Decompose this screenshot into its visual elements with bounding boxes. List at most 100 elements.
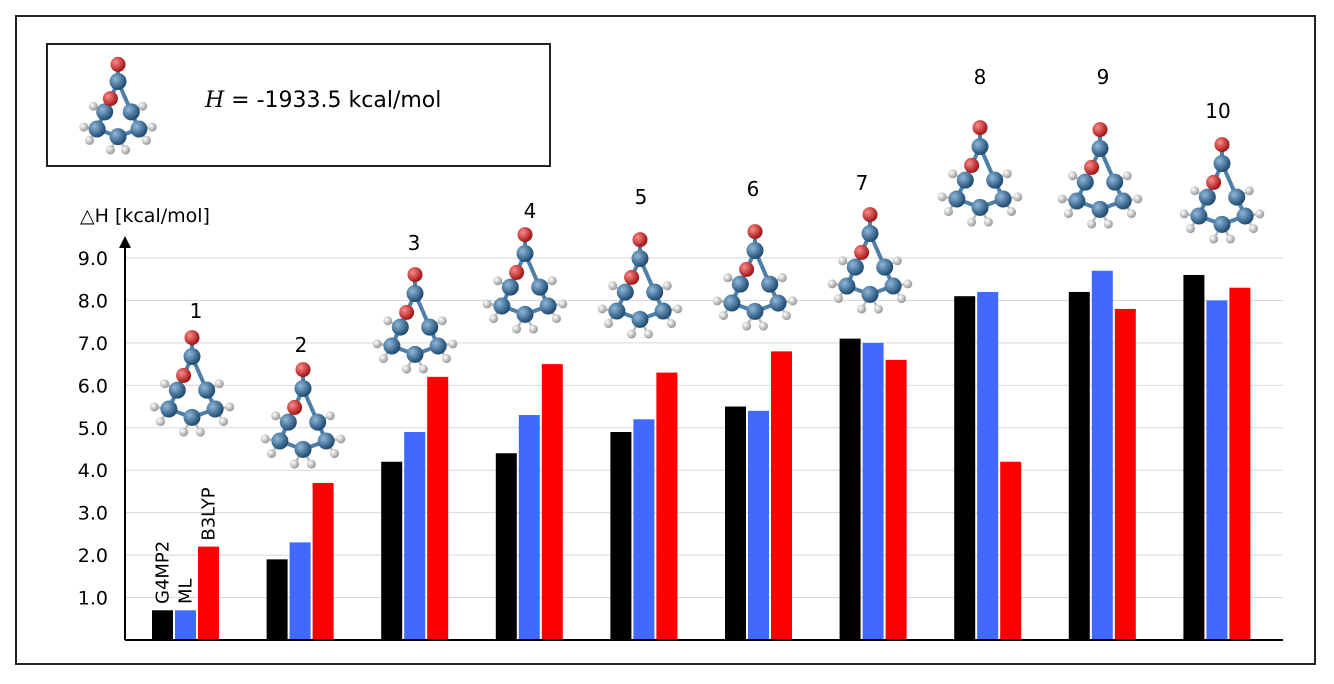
bar-g4mp2-7 [840,339,861,640]
oxygen-atom [296,362,311,377]
bar-g4mp2-4 [496,453,517,640]
carbon-atom [1214,216,1231,233]
oxygen-atom [287,400,302,415]
hydrogen-atom [608,281,617,290]
carbon-atom [130,121,147,138]
carbon-atom [972,199,989,216]
hydrogen-atom [1226,235,1235,244]
hydrogen-atom [379,354,388,363]
series-label-b3lyp: B3LYP [199,487,220,540]
carbon-atom [723,295,740,312]
hydrogen-atom [667,319,676,328]
hydrogen-atom [215,379,224,388]
molecule-label-1: 1 [190,299,203,323]
carbon-atom [732,276,749,293]
y-axis-title: △H [kcal/mol] [80,205,210,227]
molecule-structure [1058,122,1143,229]
molecule-label-7: 7 [856,171,869,195]
hydrogen-atom [106,145,115,154]
carbon-atom [608,303,625,320]
carbon-atom [632,311,649,328]
bar-g4mp2-6 [725,407,746,640]
carbon-atom [957,172,974,189]
carbon-atom [1237,208,1254,225]
bar-b3lyp-8 [1000,462,1021,640]
oxygen-atom [1206,175,1221,190]
carbon-atom [747,242,764,259]
hydrogen-atom [419,365,428,374]
hydrogen-atom [938,192,947,201]
y-tick-label: 4.0 [78,460,108,482]
carbon-atom [655,303,672,320]
carbon-atom [972,138,989,155]
bar-b3lyp-3 [427,377,448,640]
molecule-label-3: 3 [408,231,421,255]
hydrogen-atom [893,256,902,265]
carbon-atom [540,298,557,315]
hydrogen-atom [1064,209,1073,218]
y-tick-label: 9.0 [78,248,108,270]
bar-b3lyp-7 [886,360,907,640]
hydrogen-atom [1123,171,1132,180]
hydrogen-atom [156,417,165,426]
carbon-atom [1115,193,1132,210]
hydrogen-atom [271,411,280,420]
hydrogen-atom [438,316,447,325]
series-label-g4mp2: G4MP2 [153,541,174,604]
hydrogen-atom [330,449,339,458]
hydrogen-atom [1245,186,1254,195]
carbon-atom [383,338,400,355]
bar-g4mp2-2 [267,559,288,640]
carbon-atom [1214,155,1231,172]
carbon-atom [160,401,177,418]
bar-ml-9 [1092,271,1113,640]
carbon-atom [761,276,778,293]
carbon-atom [1199,189,1216,206]
bar-b3lyp-1 [198,547,219,640]
hydrogen-atom [196,428,205,437]
hydrogen-atom [782,311,791,320]
y-tick-label: 1.0 [78,588,108,610]
oxygen-atom [518,227,533,242]
carbon-atom [995,191,1012,208]
hydrogen-atom [548,276,557,285]
carbon-atom [89,121,106,138]
hydrogen-atom [903,279,912,288]
hydrogen-atom [489,314,498,323]
carbon-atom [295,380,312,397]
hydrogen-atom [373,339,382,348]
carbon-atom [430,338,447,355]
carbon-atom [184,409,201,426]
hydrogen-atom [1087,220,1096,229]
hydrogen-atom [402,365,411,374]
carbon-atom [770,295,787,312]
carbon-atom [271,433,288,450]
hydrogen-atom [160,379,169,388]
molecule-structure [713,224,798,331]
carbon-atom [986,172,1003,189]
carbon-atom [1092,201,1109,218]
hydrogen-atom [673,304,682,313]
carbon-atom [110,128,127,145]
carbon-atom [110,73,127,90]
hydrogen-atom [644,330,653,339]
bar-b3lyp-9 [1115,309,1136,640]
molecule-label-4: 4 [524,199,537,223]
oxygen-atom [509,265,524,280]
hydrogen-atom [225,402,234,411]
hydrogen-atom [290,460,299,469]
carbon-atom [407,285,424,302]
hydrogen-atom [138,102,147,111]
carbon-atom [1190,208,1207,225]
oxygen-atom [1084,160,1099,175]
hydrogen-atom [1007,207,1016,216]
molecule-label-6: 6 [747,177,760,201]
hydrogen-atom [493,276,502,285]
carbon-atom [632,250,649,267]
carbon-atom [198,382,215,399]
hydrogen-atom [142,136,151,145]
hydrogen-atom [838,256,847,265]
oxygen-atom [748,224,763,239]
bar-ml-10 [1206,300,1227,640]
molecule-structure [483,227,568,334]
